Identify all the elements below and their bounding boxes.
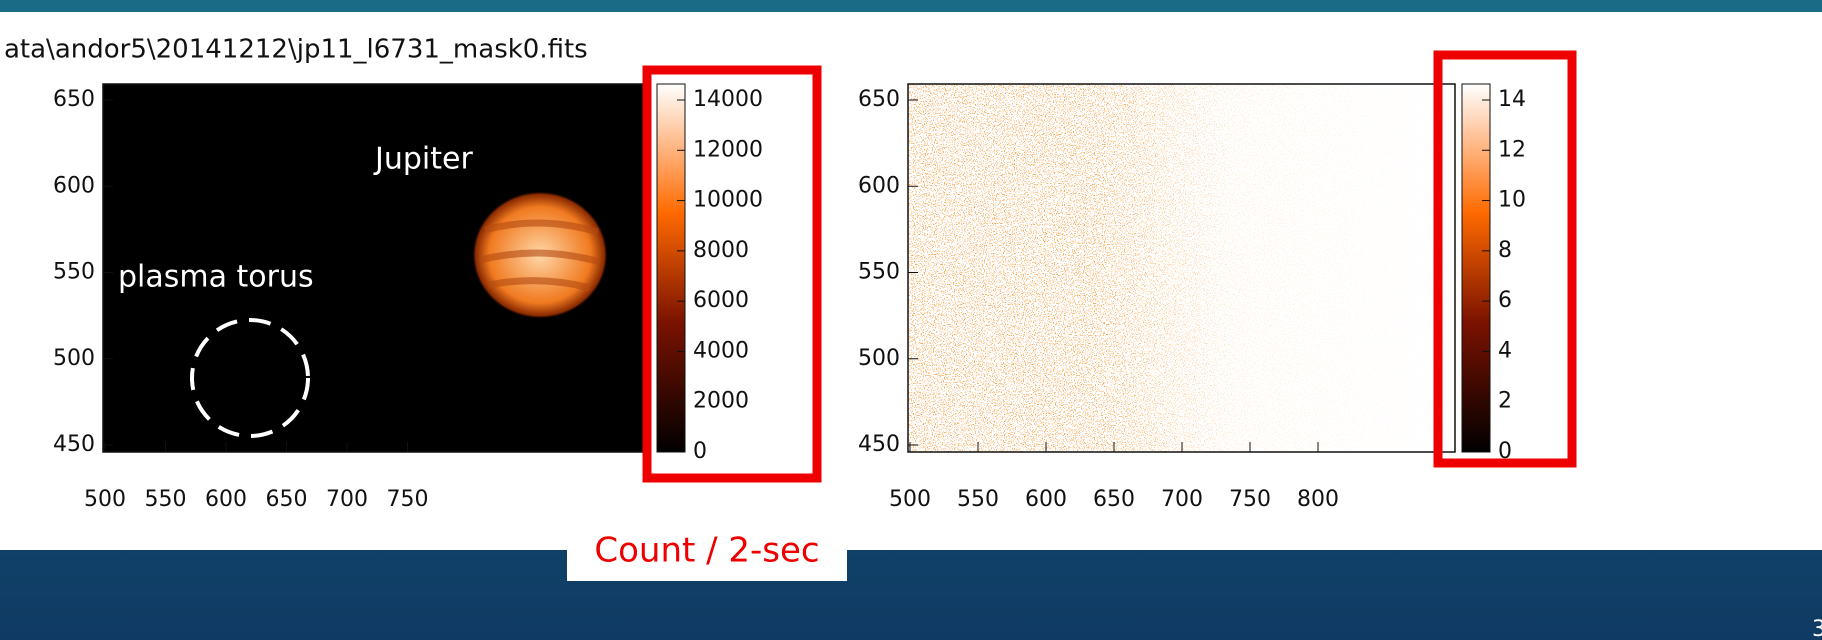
annotation: Jupiter [373, 142, 473, 177]
colorbar-label: 10000 [693, 188, 763, 213]
colorbar-label: 8 [1498, 238, 1512, 263]
x-tick-label: 500 [889, 487, 931, 512]
colorbar-label: 14 [1498, 87, 1526, 112]
y-tick-label: 650 [53, 87, 95, 112]
noise [908, 84, 1455, 452]
colorbar-label: 0 [693, 439, 707, 464]
file-title: ata\andor5\20141212\jp11_l6731_mask0.fit… [4, 35, 588, 65]
colorbar-label: 4 [1498, 338, 1512, 363]
y-tick-label: 600 [858, 173, 900, 198]
colorbar-label: 14000 [693, 87, 763, 112]
x-tick-label: 550 [957, 487, 999, 512]
y-tick-label: 550 [858, 260, 900, 285]
y-tick-label: 550 [53, 260, 95, 285]
label-box [567, 519, 847, 581]
highlight-box [642, 65, 822, 483]
annotation: plasma torus [118, 260, 314, 295]
y-tick-label: 450 [53, 432, 95, 457]
colorbar-label: 12 [1498, 137, 1526, 162]
colorbar [1461, 83, 1491, 453]
y-tick-label: 600 [53, 173, 95, 198]
colorbar-label: 6000 [693, 288, 749, 313]
x-tick-label: 650 [266, 487, 308, 512]
x-tick-label: 750 [1229, 487, 1271, 512]
colorbar-label: 0 [1498, 439, 1512, 464]
y-tick-label: 500 [858, 346, 900, 371]
colorbar-label: 2000 [693, 389, 749, 414]
y-tick-label: 650 [858, 87, 900, 112]
x-tick-label: 750 [387, 487, 429, 512]
x-tick-label: 550 [145, 487, 187, 512]
colorbar-label: 6 [1498, 288, 1512, 313]
y-tick-label: 500 [53, 346, 95, 371]
colorbar-label: 10 [1498, 188, 1526, 213]
colorbar-label: 8000 [693, 238, 749, 263]
x-tick-label: 500 [84, 487, 126, 512]
x-tick-label: 700 [326, 487, 368, 512]
x-tick-label: 700 [1161, 487, 1203, 512]
slide-number: 3 [1812, 617, 1822, 640]
x-tick-label: 600 [205, 487, 247, 512]
x-tick-label: 800 [1297, 487, 1339, 512]
highlight-box [1433, 50, 1577, 468]
jupiter-bands [479, 219, 601, 292]
x-tick-label: 600 [1025, 487, 1067, 512]
torus-circle [190, 318, 310, 438]
y-tick-label: 450 [858, 432, 900, 457]
colorbar-label: 12000 [693, 137, 763, 162]
x-tick-label: 650 [1093, 487, 1135, 512]
unit-label: Count / 2-sec [594, 531, 819, 571]
colorbar [656, 83, 686, 453]
colorbar-label: 4000 [693, 338, 749, 363]
colorbar-label: 2 [1498, 389, 1512, 414]
